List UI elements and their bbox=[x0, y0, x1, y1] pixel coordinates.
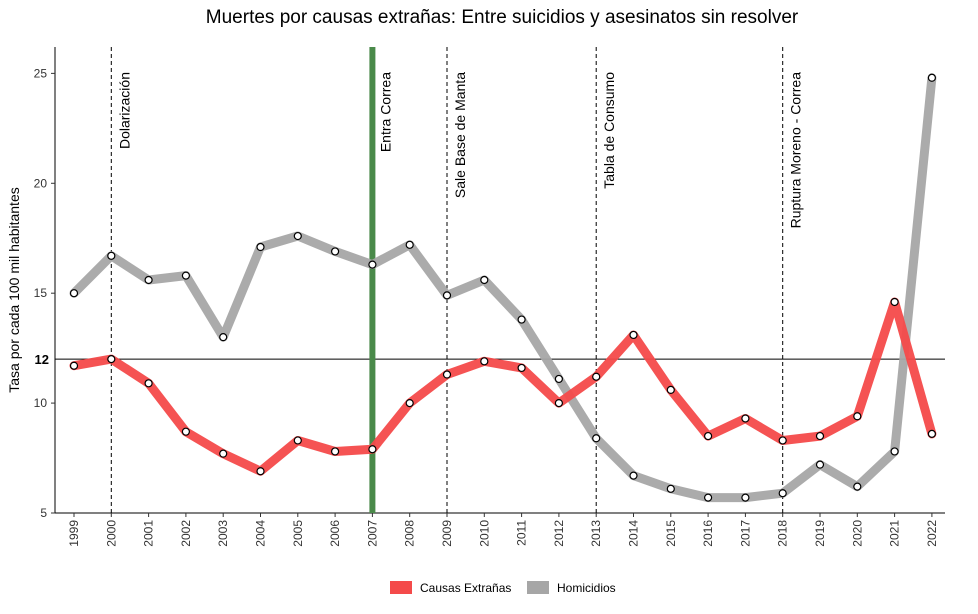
y-axis-label: Tasa por cada 100 mil habitantes bbox=[6, 187, 22, 392]
data-point bbox=[107, 251, 116, 260]
x-tick-label: 2005 bbox=[291, 520, 305, 547]
data-point bbox=[517, 315, 526, 324]
x-tick-label: 2021 bbox=[888, 520, 902, 547]
event-label: Sale Base de Manta bbox=[452, 72, 468, 198]
data-point bbox=[293, 231, 302, 241]
x-tick-label: 2015 bbox=[664, 520, 678, 547]
data-point bbox=[703, 493, 713, 502]
legend-label: Causas Extrañas bbox=[420, 581, 511, 595]
data-point bbox=[256, 467, 265, 476]
data-point bbox=[927, 429, 937, 438]
axes bbox=[51, 47, 945, 517]
series-line bbox=[69, 73, 937, 503]
event-label: Tabla de Consumo bbox=[601, 72, 617, 189]
data-point bbox=[69, 361, 79, 370]
x-tick-label: 2022 bbox=[925, 520, 939, 547]
x-tick-label: 2011 bbox=[515, 520, 529, 546]
x-tick-label: 2014 bbox=[627, 520, 641, 547]
data-point bbox=[927, 73, 937, 82]
chart-title: Muertes por causas extrañas: Entre suici… bbox=[206, 7, 799, 28]
data-point bbox=[815, 460, 825, 469]
x-tick-label: 2019 bbox=[813, 520, 827, 547]
event-label: Entra Correa bbox=[377, 72, 393, 152]
data-point bbox=[368, 445, 377, 454]
data-point bbox=[405, 240, 414, 249]
data-point bbox=[480, 357, 489, 366]
x-tick-label: 2002 bbox=[179, 520, 193, 547]
data-point bbox=[107, 355, 116, 364]
data-point bbox=[480, 275, 489, 285]
event-label: Ruptura Moreno - Correa bbox=[788, 72, 804, 229]
x-tick-label: 2016 bbox=[701, 520, 715, 547]
data-point bbox=[778, 436, 787, 445]
data-point bbox=[778, 489, 787, 498]
data-point bbox=[666, 484, 675, 493]
x-tick-label: 2013 bbox=[589, 520, 603, 547]
x-tick-label: 2007 bbox=[365, 520, 379, 547]
series-points bbox=[69, 73, 937, 502]
y-tick-label: 5 bbox=[40, 506, 47, 520]
x-tick-label: 2017 bbox=[738, 520, 752, 547]
y-tick-labels: 5 10 15 20 25 12 bbox=[34, 66, 49, 520]
series-lines bbox=[69, 73, 937, 503]
data-point bbox=[741, 414, 750, 423]
data-point bbox=[853, 412, 862, 421]
data-point bbox=[405, 398, 414, 408]
data-point bbox=[181, 271, 190, 280]
data-point bbox=[219, 449, 228, 458]
data-point bbox=[666, 385, 675, 395]
data-point bbox=[815, 431, 825, 441]
x-tick-label: 2008 bbox=[403, 520, 417, 547]
x-tick-label: 2004 bbox=[254, 520, 268, 547]
data-point bbox=[890, 297, 899, 307]
data-point bbox=[442, 291, 452, 300]
data-point bbox=[144, 379, 153, 388]
data-point bbox=[703, 431, 713, 441]
data-point bbox=[853, 482, 862, 491]
reference-line-label: 12 bbox=[35, 352, 49, 367]
data-point bbox=[554, 374, 564, 384]
y-tick-label: 20 bbox=[34, 176, 48, 190]
data-point bbox=[442, 370, 452, 379]
data-point bbox=[69, 289, 79, 298]
legend-label: Homicidios bbox=[557, 581, 616, 595]
x-tick-labels: 1999 2000 2001 2002 2003 2004 2005 2006 2007 2008… bbox=[67, 520, 939, 547]
legend: Causas Extrañas Homicidios bbox=[390, 581, 616, 595]
x-tick-label: 2012 bbox=[552, 520, 566, 547]
x-tick-label: 2018 bbox=[776, 520, 790, 547]
data-point bbox=[256, 242, 265, 252]
event-label: Dolarización bbox=[116, 72, 132, 149]
y-tick-label: 10 bbox=[34, 396, 48, 410]
y-tick-label: 25 bbox=[34, 66, 48, 80]
data-point bbox=[368, 260, 377, 269]
data-point bbox=[331, 447, 340, 456]
data-point bbox=[331, 247, 340, 256]
data-point bbox=[293, 436, 302, 445]
data-point bbox=[219, 333, 228, 342]
data-point bbox=[554, 398, 564, 408]
data-point bbox=[592, 434, 601, 443]
x-tick-label: 2020 bbox=[850, 520, 864, 547]
x-tick-label: 2003 bbox=[216, 520, 230, 547]
data-point bbox=[890, 447, 899, 456]
x-tick-label: 2000 bbox=[104, 520, 118, 547]
data-point bbox=[741, 493, 750, 502]
x-tick-label: 2009 bbox=[440, 520, 454, 547]
x-tick-label: 1999 bbox=[67, 520, 81, 547]
event-lines: Dolarización Entra Correa Sale Base de Man… bbox=[110, 47, 804, 513]
y-tick-label: 15 bbox=[34, 286, 48, 300]
legend-swatch bbox=[390, 581, 412, 594]
x-tick-label: 2010 bbox=[477, 520, 491, 547]
data-point bbox=[181, 427, 190, 436]
series-line bbox=[69, 297, 937, 476]
legend-swatch bbox=[527, 581, 549, 594]
data-point bbox=[517, 363, 526, 373]
x-tick-label: 2001 bbox=[142, 520, 156, 547]
data-point bbox=[629, 330, 638, 340]
x-tick-label: 2006 bbox=[328, 520, 342, 547]
data-point bbox=[592, 372, 601, 381]
data-point bbox=[144, 275, 153, 285]
data-point bbox=[629, 471, 638, 480]
